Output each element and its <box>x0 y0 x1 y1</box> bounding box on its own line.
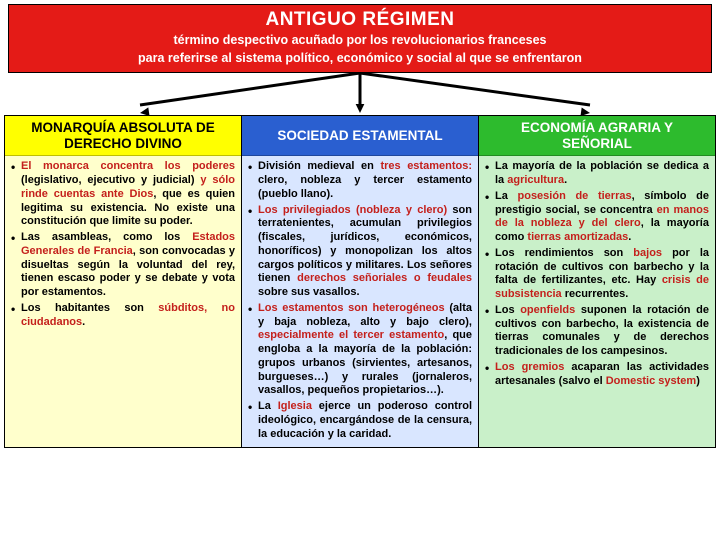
list-item: División medieval en tres estamentos: cl… <box>244 160 472 201</box>
column-1: SOCIEDAD ESTAMENTALDivisión medieval en … <box>242 115 479 448</box>
column-2: ECONOMÍA AGRARIA Y SEÑORIAL La mayoría de… <box>479 115 716 448</box>
header-box: ANTIGUO RÉGIMEN término despectivo acuña… <box>8 4 712 73</box>
list-item: El monarca concentra los poderes (legisl… <box>7 160 235 229</box>
arrows-svg <box>0 73 720 115</box>
list-item: Los estamentos son heterogéneos (alta y … <box>244 302 472 398</box>
list-item: Los openfields suponen la rotación de cu… <box>481 304 709 359</box>
column-title: ECONOMÍA AGRARIA Y SEÑORIAL <box>479 116 715 156</box>
header-sub1: término despectivo acuñado por los revol… <box>15 33 705 49</box>
column-0: MONARQUÍA ABSOLUTA DE DERECHO DIVINOEl m… <box>4 115 242 448</box>
header-title: ANTIGUO RÉGIMEN <box>15 9 705 31</box>
column-body: División medieval en tres estamentos: cl… <box>242 156 478 447</box>
list-item: La Iglesia ejerce un poderoso control id… <box>244 400 472 441</box>
columns-container: MONARQUÍA ABSOLUTA DE DERECHO DIVINOEl m… <box>0 115 720 448</box>
column-body: La mayoría de la población se dedica a l… <box>479 156 715 447</box>
list-item: Los privilegiados (nobleza y clero) son … <box>244 204 472 300</box>
column-title: SOCIEDAD ESTAMENTAL <box>242 116 478 156</box>
column-title: MONARQUÍA ABSOLUTA DE DERECHO DIVINO <box>5 116 241 156</box>
arrows-region <box>0 73 720 115</box>
list-item: La posesión de tierras, símbolo de prest… <box>481 190 709 245</box>
header-sub2: para referirse al sistema político, econ… <box>15 51 705 67</box>
list-item: La mayoría de la población se dedica a l… <box>481 160 709 188</box>
list-item: Los gremios acaparan las actividades art… <box>481 361 709 389</box>
list-item: Los rendimientos son bajos por la rotaci… <box>481 247 709 302</box>
list-item: Las asambleas, como los Estados Generale… <box>7 231 235 300</box>
list-item: Los habitantes son súbditos, no ciudadan… <box>7 302 235 330</box>
column-body: El monarca concentra los poderes (legisl… <box>5 156 241 447</box>
